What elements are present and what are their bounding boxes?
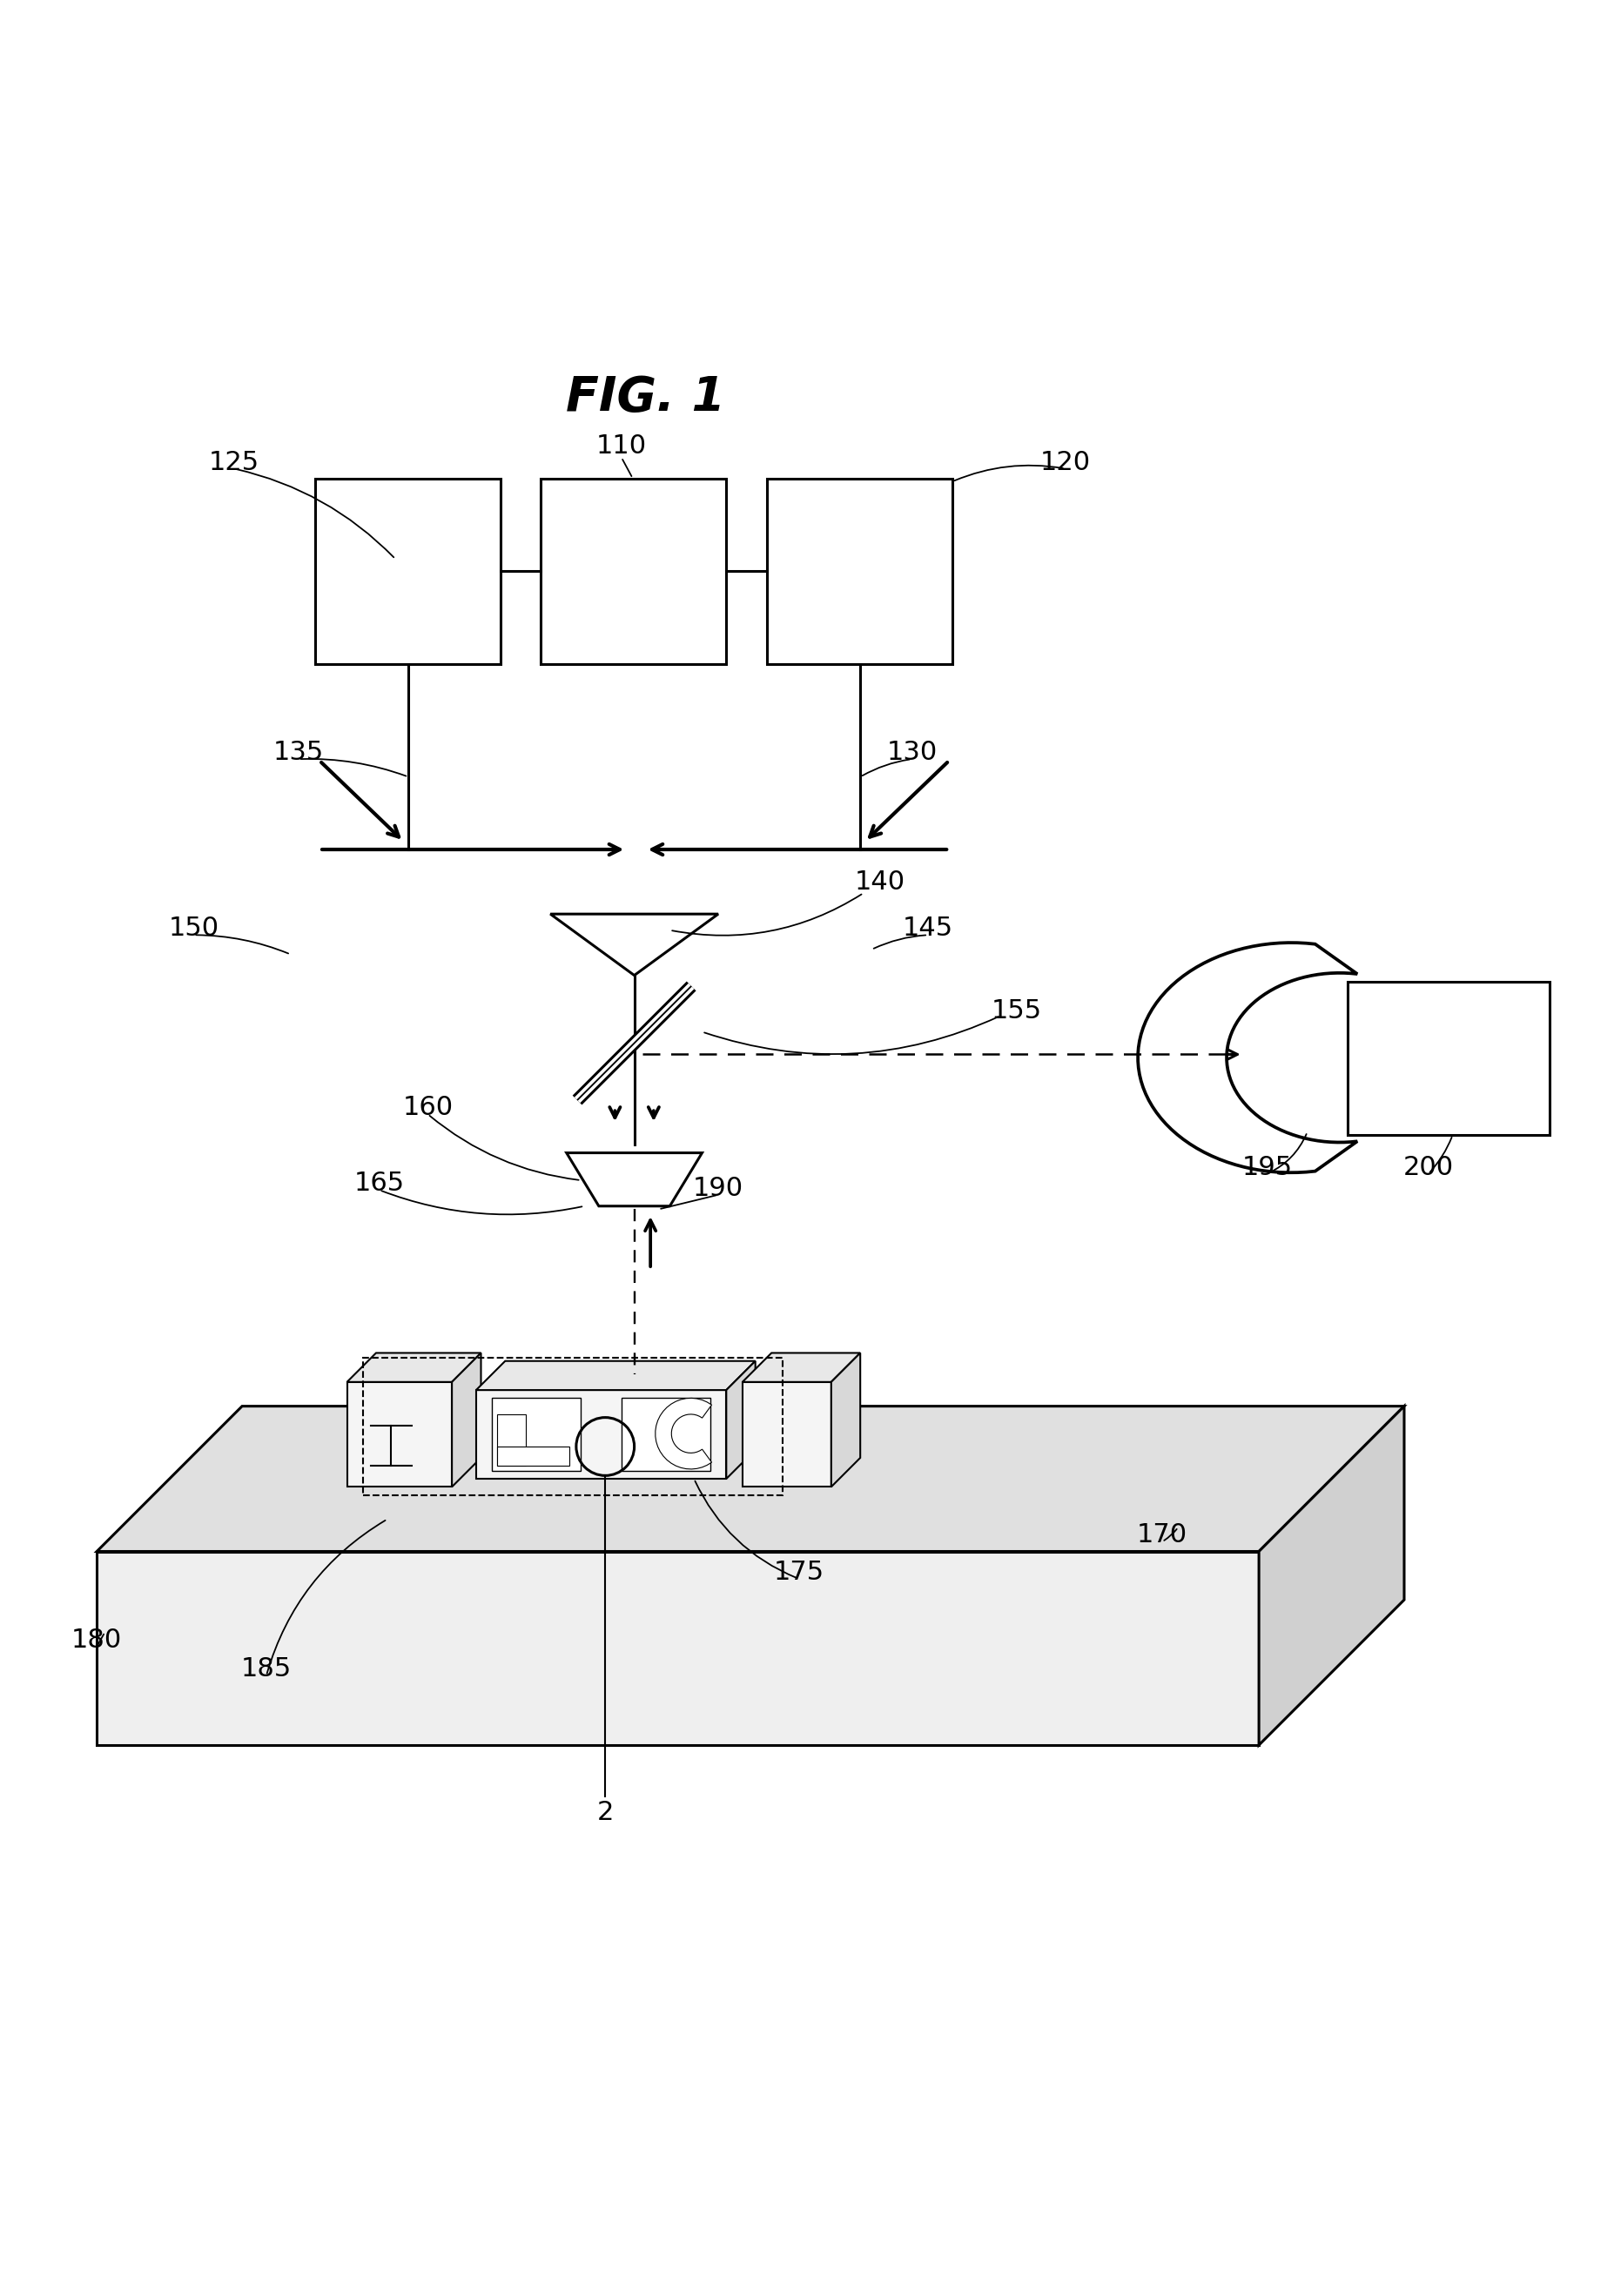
FancyBboxPatch shape	[492, 1398, 581, 1472]
Polygon shape	[742, 1352, 860, 1382]
Text: 200: 200	[1403, 1155, 1454, 1180]
Polygon shape	[831, 1352, 860, 1488]
Text: 195: 195	[1241, 1155, 1293, 1180]
Polygon shape	[452, 1352, 481, 1488]
FancyBboxPatch shape	[742, 1382, 831, 1488]
Text: 2: 2	[597, 1800, 613, 1825]
Text: 120: 120	[1039, 450, 1091, 475]
Text: 155: 155	[991, 999, 1043, 1024]
FancyBboxPatch shape	[497, 1414, 526, 1465]
Text: 150: 150	[168, 916, 220, 941]
FancyBboxPatch shape	[1348, 983, 1549, 1134]
FancyBboxPatch shape	[347, 1382, 452, 1488]
FancyBboxPatch shape	[767, 478, 952, 664]
FancyBboxPatch shape	[621, 1398, 710, 1472]
Text: 130: 130	[886, 739, 938, 765]
Text: 160: 160	[402, 1095, 454, 1120]
Polygon shape	[655, 1398, 712, 1469]
Polygon shape	[97, 1405, 1404, 1552]
FancyBboxPatch shape	[315, 478, 500, 664]
FancyBboxPatch shape	[97, 1552, 1259, 1745]
Text: 185: 185	[240, 1658, 292, 1683]
Text: 145: 145	[902, 916, 954, 941]
FancyBboxPatch shape	[476, 1389, 726, 1479]
Text: 180: 180	[71, 1628, 123, 1653]
Text: 125: 125	[208, 450, 260, 475]
Polygon shape	[726, 1362, 755, 1479]
Text: 140: 140	[854, 870, 905, 895]
Polygon shape	[347, 1352, 481, 1382]
Text: 110: 110	[596, 434, 647, 459]
FancyBboxPatch shape	[497, 1446, 570, 1465]
Polygon shape	[1259, 1405, 1404, 1745]
Polygon shape	[476, 1362, 755, 1389]
Polygon shape	[567, 1153, 702, 1205]
Text: 190: 190	[692, 1176, 744, 1201]
Text: 170: 170	[1136, 1522, 1188, 1548]
FancyBboxPatch shape	[541, 478, 726, 664]
Text: 165: 165	[353, 1171, 405, 1196]
Text: 135: 135	[273, 739, 324, 765]
Text: 175: 175	[773, 1559, 825, 1584]
Text: FIG. 1: FIG. 1	[567, 374, 725, 420]
